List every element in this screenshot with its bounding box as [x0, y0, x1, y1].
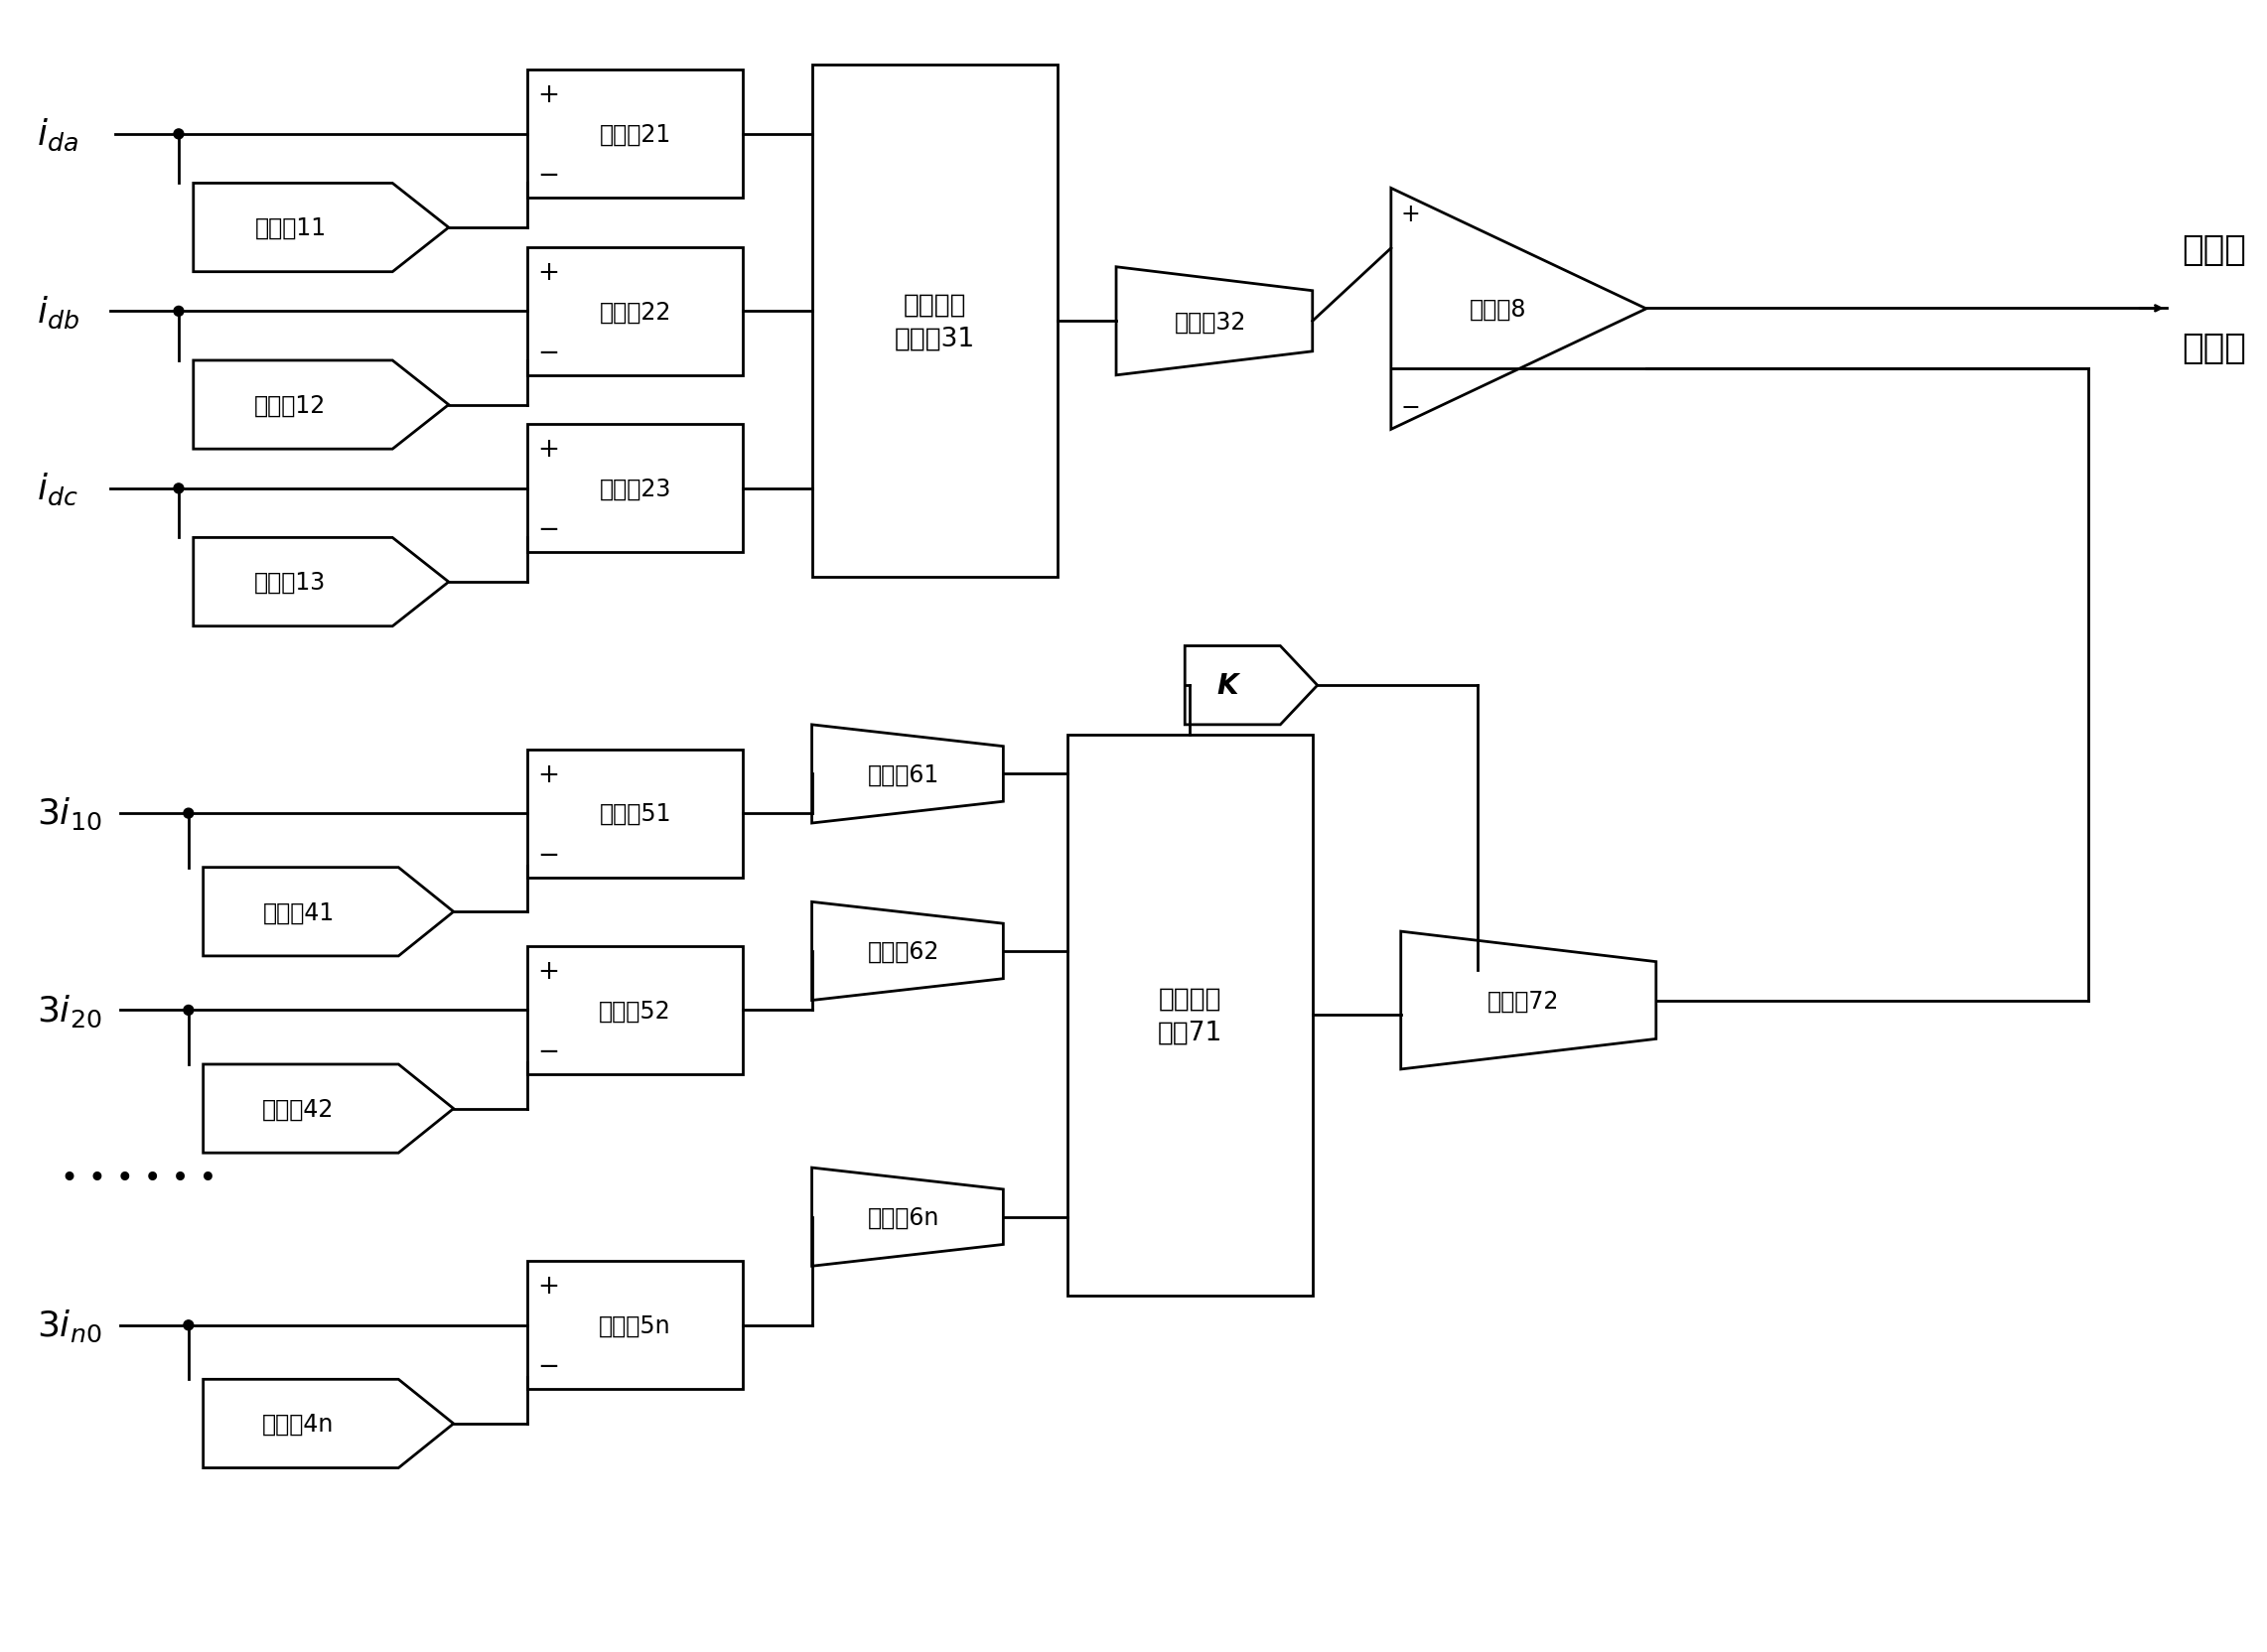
Circle shape	[184, 1006, 193, 1016]
Text: −: −	[1401, 396, 1421, 420]
Circle shape	[175, 484, 184, 494]
Text: 三相制: 三相制	[2181, 233, 2247, 266]
Text: K: K	[1217, 672, 1238, 700]
Text: $3i_{n0}$: $3i_{n0}$	[36, 1307, 102, 1343]
Text: $i_{db}$: $i_{db}$	[36, 294, 79, 330]
Text: $3i_{20}$: $3i_{20}$	[36, 993, 102, 1029]
Text: 滤波器61: 滤波器61	[868, 763, 939, 786]
Polygon shape	[204, 1064, 453, 1153]
Text: −: −	[537, 340, 560, 367]
Circle shape	[184, 1320, 193, 1330]
Text: 记忆器13: 记忆器13	[254, 570, 326, 595]
Text: +: +	[537, 762, 560, 788]
Text: +: +	[537, 259, 560, 286]
Text: +: +	[537, 958, 560, 985]
Text: 滤波器32: 滤波器32	[1174, 311, 1247, 334]
Text: −: −	[537, 1039, 560, 1064]
Text: 基波负序
滤过器31: 基波负序 滤过器31	[893, 292, 975, 352]
Text: 动信号: 动信号	[2181, 332, 2247, 365]
Text: 减法器51: 减法器51	[598, 801, 671, 826]
Circle shape	[184, 809, 193, 819]
Text: 记忆器11: 记忆器11	[254, 216, 326, 240]
Text: 减法器23: 减法器23	[598, 477, 671, 501]
Text: +: +	[1401, 203, 1421, 226]
Polygon shape	[193, 539, 449, 626]
Text: 比较器8: 比较器8	[1469, 297, 1526, 322]
Text: $i_{da}$: $i_{da}$	[36, 117, 77, 152]
Text: 记忆器12: 记忆器12	[254, 393, 326, 418]
Text: • • • • • •: • • • • • •	[61, 1163, 218, 1193]
Text: 滤波器62: 滤波器62	[868, 940, 939, 963]
Text: 记忆器4n: 记忆器4n	[263, 1412, 333, 1436]
Text: −: −	[537, 843, 560, 867]
Bar	[528, 248, 744, 377]
Text: +: +	[537, 83, 560, 109]
Bar	[528, 425, 744, 553]
Bar	[1068, 735, 1313, 1295]
Text: −: −	[537, 1353, 560, 1379]
Polygon shape	[204, 1379, 453, 1469]
Text: 求最大值
电路71: 求最大值 电路71	[1158, 986, 1222, 1046]
Text: +: +	[537, 1274, 560, 1298]
Text: −: −	[537, 517, 560, 544]
Text: 减法器22: 减法器22	[598, 301, 671, 324]
Text: $3i_{10}$: $3i_{10}$	[36, 796, 102, 831]
Text: $i_{dc}$: $i_{dc}$	[36, 471, 77, 507]
Polygon shape	[193, 362, 449, 449]
Text: 减法器52: 减法器52	[598, 998, 671, 1023]
Bar	[528, 1262, 744, 1389]
Polygon shape	[812, 725, 1004, 824]
Polygon shape	[1186, 646, 1317, 725]
Text: −: −	[537, 164, 560, 188]
Circle shape	[175, 131, 184, 140]
Bar	[812, 66, 1056, 578]
Bar	[528, 71, 744, 198]
Polygon shape	[204, 867, 453, 957]
Bar	[528, 750, 744, 877]
Text: 减法器5n: 减法器5n	[598, 1313, 671, 1336]
Circle shape	[175, 307, 184, 317]
Polygon shape	[812, 1168, 1004, 1267]
Text: 乘法器72: 乘法器72	[1487, 990, 1560, 1013]
Text: 记忆器41: 记忆器41	[263, 900, 333, 923]
Bar	[528, 947, 744, 1074]
Polygon shape	[812, 902, 1004, 1001]
Polygon shape	[1392, 188, 1646, 430]
Polygon shape	[193, 183, 449, 273]
Text: 滤波器6n: 滤波器6n	[868, 1206, 939, 1229]
Polygon shape	[1401, 932, 1657, 1069]
Text: 减法器21: 减法器21	[598, 122, 671, 147]
Text: 记忆器42: 记忆器42	[263, 1097, 333, 1120]
Text: +: +	[537, 436, 560, 463]
Polygon shape	[1115, 268, 1313, 377]
